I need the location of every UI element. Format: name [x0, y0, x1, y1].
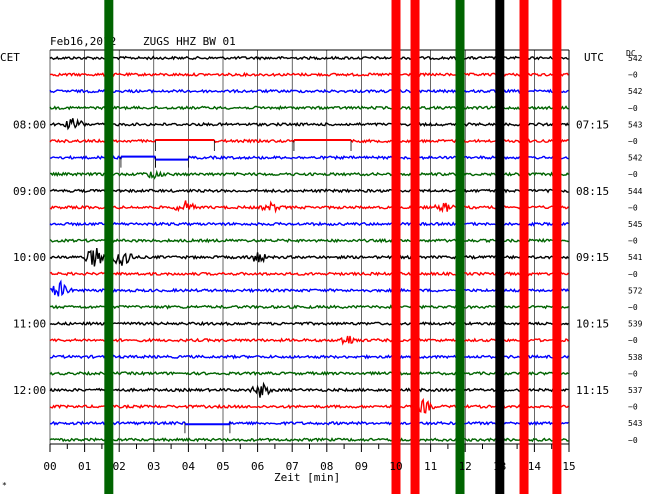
- x-tick-label: 04: [182, 460, 196, 473]
- dc-value: −0: [628, 203, 638, 212]
- trace-row-16: [49, 320, 569, 327]
- right-hour-label: 08:15: [576, 185, 609, 198]
- dc-value: −0: [628, 270, 638, 279]
- dc-value: −0: [628, 436, 638, 445]
- trace-row-7: [50, 169, 569, 180]
- trace-row-0: [49, 55, 569, 61]
- event-bands: [104, 0, 562, 494]
- dc-value: −0: [628, 369, 638, 378]
- chart-date: Feb16,2012: [50, 35, 116, 48]
- x-tick-label: 10: [389, 460, 402, 473]
- trace-row-3: [49, 105, 569, 111]
- x-tick-label: 13: [493, 460, 506, 473]
- right-hour-label: 09:15: [576, 251, 609, 264]
- left-hour-label: 08:00: [13, 118, 46, 131]
- trace-row-14: [49, 279, 569, 297]
- dc-value: −0: [628, 237, 638, 246]
- dc-value: 538: [628, 353, 643, 362]
- trace-row-21: [49, 397, 569, 414]
- x-tick-label: 06: [251, 460, 264, 473]
- dc-value: 541: [628, 253, 643, 262]
- dc-value: 542: [628, 154, 643, 163]
- dc-value: 539: [628, 320, 643, 329]
- left-timezone: CET: [0, 51, 20, 64]
- event-band: [495, 0, 505, 494]
- x-tick-label: 02: [113, 460, 126, 473]
- event-band: [455, 0, 465, 494]
- dc-value: 542: [628, 87, 643, 96]
- footer-mark: *: [2, 481, 7, 490]
- right-hour-label: 11:15: [576, 384, 609, 397]
- dc-value: 572: [628, 286, 643, 295]
- dc-value: −0: [628, 170, 638, 179]
- chart-station: ZUGS HHZ BW 01: [143, 35, 236, 48]
- dc-value: −0: [628, 71, 638, 80]
- x-axis-label: Zeit [min]: [274, 471, 340, 484]
- x-tick-label: 14: [528, 460, 542, 473]
- dc-value: 537: [628, 386, 643, 395]
- trace-row-12: [49, 248, 569, 267]
- x-tick-label: 00: [43, 460, 56, 473]
- dc-value: 544: [628, 187, 643, 196]
- trace-row-20: [49, 381, 569, 398]
- x-tick-label: 01: [78, 460, 91, 473]
- dc-header: DC: [626, 49, 636, 58]
- axis-labels: 00 01 02 03 04 05 06 07 08 09 10 11 12 13 14 15 08:00 09:…: [13, 54, 643, 473]
- trace-row-11: [49, 237, 569, 244]
- x-tick-label: 05: [216, 460, 229, 473]
- x-tick-label: 09: [355, 460, 368, 473]
- x-tick-label: 08: [320, 460, 333, 473]
- dc-value: 542: [628, 54, 643, 63]
- event-band: [410, 0, 420, 494]
- trace-lines: [49, 55, 570, 443]
- event-band: [391, 0, 401, 494]
- x-tick-label: 15: [562, 460, 575, 473]
- dc-value: 543: [628, 419, 643, 428]
- dc-value: −0: [628, 336, 638, 345]
- trace-row-8: [49, 188, 569, 194]
- event-band: [519, 0, 529, 494]
- x-tick-label: 11: [424, 460, 437, 473]
- left-hour-label: 11:00: [13, 318, 46, 331]
- event-band: [104, 0, 114, 494]
- x-tick-label: 12: [459, 460, 472, 473]
- trace-row-18: [49, 354, 570, 360]
- right-hour-label: 10:15: [576, 318, 609, 331]
- right-hour-label: 07:15: [576, 118, 609, 131]
- trace-row-15: [50, 304, 569, 310]
- x-tick-label: 03: [147, 460, 160, 473]
- trace-row-1: [49, 71, 569, 78]
- trace-row-4: [49, 117, 569, 131]
- x-tick-label: 07: [286, 460, 299, 473]
- dc-value: −0: [628, 303, 638, 312]
- trace-row-23: [49, 436, 569, 443]
- left-hour-label: 10:00: [13, 251, 46, 264]
- right-timezone: UTC: [584, 51, 604, 64]
- dc-value: −0: [628, 137, 638, 146]
- grid-lines: [49, 49, 570, 452]
- trace-row-22: [49, 420, 569, 427]
- left-hour-label: 12:00: [13, 384, 46, 397]
- dc-value: 543: [628, 120, 643, 129]
- trace-row-10: [49, 221, 569, 227]
- dc-value: 545: [628, 220, 643, 229]
- dc-value: −0: [628, 403, 638, 412]
- dc-value: −0: [628, 104, 638, 113]
- left-hour-label: 09:00: [13, 185, 46, 198]
- trace-row-2: [49, 88, 569, 94]
- trace-row-9: [49, 200, 569, 214]
- trace-row-17: [49, 335, 569, 346]
- trace-row-13: [49, 271, 569, 277]
- event-band: [552, 0, 562, 494]
- trace-row-19: [49, 370, 569, 377]
